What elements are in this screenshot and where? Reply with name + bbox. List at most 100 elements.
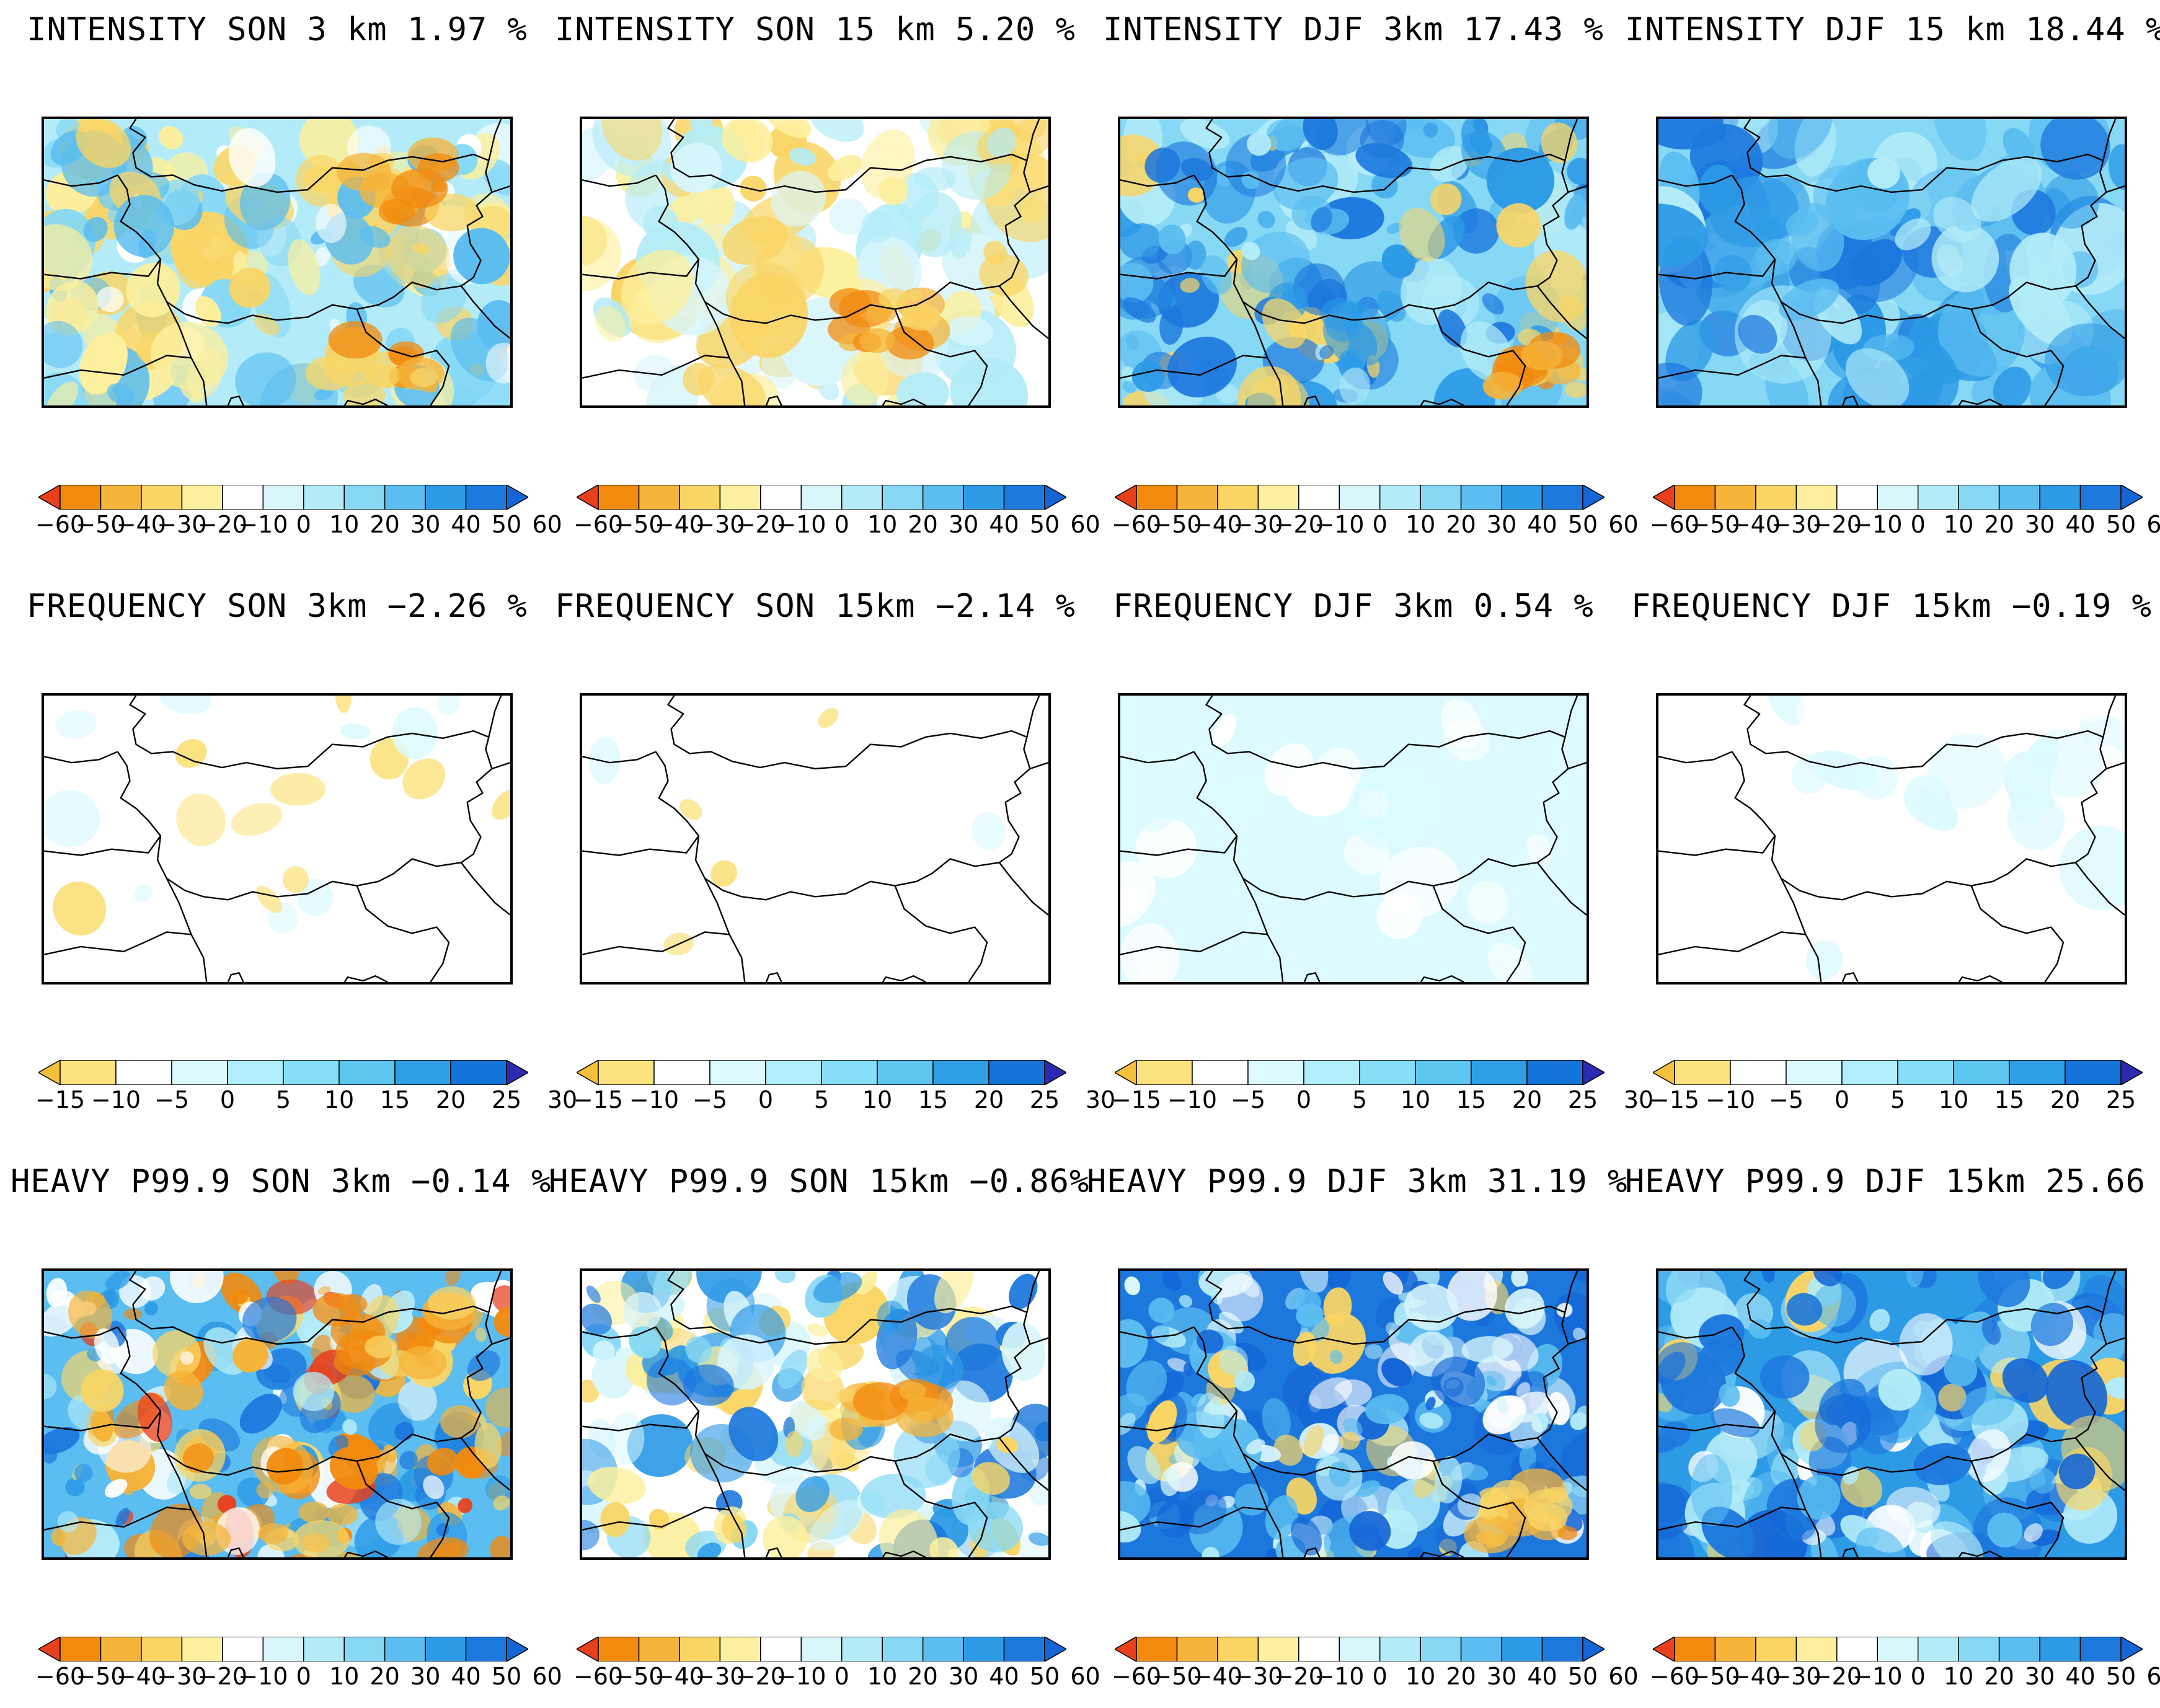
field-blob: [1220, 778, 1265, 820]
field-blob: [1985, 696, 2025, 719]
country-border: [491, 1337, 510, 1345]
field-blob: [697, 364, 766, 405]
field-blob: [1944, 1353, 1978, 1387]
field-blob: [901, 303, 941, 330]
colorbar-swatch: [425, 1637, 467, 1662]
field-blob: [629, 1326, 662, 1358]
field-blob: [231, 803, 283, 836]
country-border: [44, 259, 161, 280]
field-blob: [1265, 1495, 1298, 1540]
colorbar-tick-label: −50: [614, 1663, 664, 1690]
country-border: [1120, 259, 1237, 280]
colorbar-swatch: [1247, 1060, 1304, 1085]
colorbar-swatch: [60, 485, 102, 510]
colorbar-tick-label: 30: [410, 1663, 441, 1690]
colorbar: −60−50−40−30−20−10 0 10 20 30 40 50 60: [573, 485, 1100, 547]
field-blob: [169, 1271, 224, 1303]
field-blob: [1329, 1350, 1343, 1365]
colorbar-tick-label: −40: [1730, 1663, 1781, 1690]
field-blob: [879, 1508, 939, 1557]
colorbar-swatch: [1460, 485, 1502, 510]
country-border: [1120, 355, 1268, 379]
field-blob: [1931, 1521, 1983, 1557]
colorbar-swatch: [1501, 1637, 1543, 1662]
field-blob: [453, 228, 510, 285]
field-blob: [586, 1285, 601, 1303]
field-blob: [582, 1303, 613, 1335]
field-blob: [1224, 226, 1248, 247]
colorbar-tick-label: −5: [154, 1086, 190, 1113]
field-blob: [1511, 1271, 1528, 1288]
colorbar-swatch: [1136, 485, 1178, 510]
field-blob: [137, 1392, 172, 1443]
field-blob: [485, 1475, 510, 1503]
field-blob: [387, 224, 451, 288]
field-blob: [1815, 1393, 1872, 1453]
field-blob: [342, 1419, 358, 1435]
field-blob: [1303, 1425, 1324, 1457]
field-blob: [1813, 1282, 1857, 1327]
field-blob: [710, 860, 738, 887]
field-blob: [1126, 1360, 1167, 1407]
field-blob: [829, 288, 870, 317]
country-border: [1564, 696, 1578, 738]
colorbar-tick-label: 30: [1486, 511, 1517, 538]
colorbar-swatch: [1958, 485, 2000, 510]
colorbar-swatch: [922, 1637, 964, 1662]
country-border: [1120, 1507, 1268, 1531]
field-blob: [1120, 135, 1165, 197]
country-border: [1120, 1410, 1237, 1431]
colorbar-tick-label: −15: [35, 1086, 86, 1113]
field-blob: [1461, 130, 1508, 180]
field-blob: [194, 231, 213, 249]
field-blob: [899, 1381, 926, 1401]
field-blob: [1446, 1271, 1498, 1321]
colorbar-tick-label: 50: [2105, 1663, 2136, 1690]
field-blob: [1241, 241, 1260, 260]
field-blob: [375, 1498, 422, 1546]
country-border: [1536, 862, 1587, 916]
colorbar-tick-label: 40: [989, 511, 1019, 538]
field-blob: [189, 1484, 212, 1500]
colorbar-swatch: [1582, 485, 1605, 510]
colorbar-swatch: [1115, 1637, 1137, 1662]
field-blob: [1124, 786, 1175, 832]
colorbar-tick-label: 20: [908, 1663, 938, 1690]
colorbar-swatch: [1217, 485, 1259, 510]
colorbar-tick-label: 30: [1085, 1086, 1116, 1113]
colorbar-tick-label: 10: [329, 511, 360, 538]
colorbar-swatch: [963, 485, 1005, 510]
country-border: [1958, 398, 2003, 405]
field-blob: [582, 1379, 600, 1403]
field-blob: [2044, 323, 2125, 396]
field-blob: [1738, 314, 1777, 354]
colorbar-swatch: [1841, 1060, 1898, 1085]
colorbar-tick-label: 30: [547, 1086, 578, 1113]
field-blob: [1135, 818, 1198, 878]
colorbar-swatch: [1003, 485, 1045, 510]
field-blob: [1658, 761, 1699, 820]
colorbar-swatch: [1526, 1060, 1583, 1085]
colorbar-swatch: [343, 485, 386, 510]
field-blob: [1766, 696, 1805, 725]
field-blob: [1160, 1466, 1182, 1497]
field-blob: [2058, 1453, 2096, 1490]
field-blob: [592, 1340, 616, 1364]
colorbar-swatch: [2065, 1060, 2122, 1085]
field-blob: [336, 1551, 361, 1557]
colorbar-tick-label: 15: [1456, 1086, 1487, 1113]
colorbar-tick-label: 10: [867, 511, 898, 538]
field-blob: [1698, 1314, 1745, 1352]
field-blob: [180, 1351, 194, 1365]
colorbar-tick-label: 15: [1994, 1086, 2025, 1113]
field-blob: [1768, 119, 1835, 159]
colorbar-tick-label: 10: [324, 1086, 355, 1113]
field-blob: [1786, 1293, 1823, 1326]
colorbar-swatch: [800, 485, 843, 510]
colorbar-tick-label: 40: [2065, 1663, 2096, 1690]
colorbar-tick-label: −30: [157, 1663, 207, 1690]
colorbar-tick-label: −10: [238, 511, 288, 538]
country-border: [166, 1453, 208, 1557]
field-blob: [1029, 1532, 1048, 1546]
panel-title: HEAVY P99.9 SON 3km −0.14 %: [11, 1163, 552, 1200]
